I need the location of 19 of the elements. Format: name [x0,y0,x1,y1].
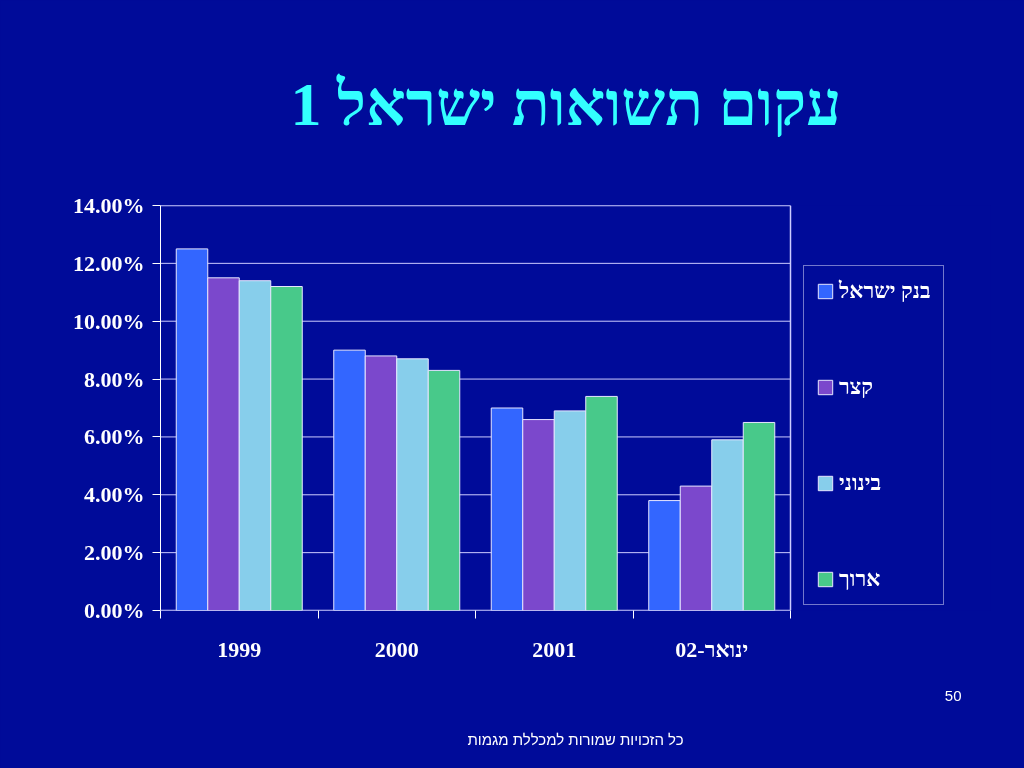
y-tick-label: 10.00% [73,308,145,334]
x-tick-label: ינואר-02 [675,636,749,662]
x-tick-label: 2001 [532,636,577,662]
y-tick-label: 0.00% [84,598,145,623]
legend-label: קצר [839,374,874,400]
y-tick-label: 6.00% [84,424,145,450]
y-tick-label: 8.00% [84,366,145,392]
y-tick-label: 2.00% [84,540,145,566]
legend-label: בנק ישראל [839,278,931,304]
x-tick-label: 1999 [217,636,262,662]
legend-label: בינוני [839,470,882,496]
text: כל הזכויות שמורות למכללת מגמות [467,730,684,748]
y-tick-label: 12.00% [73,250,145,276]
y-tick-label: 4.00% [84,482,145,508]
text: 50 [944,686,962,704]
y-tick-label: 14.00% [73,193,145,218]
chart-title: עקום תשואות ישראל 1 [290,70,842,138]
x-tick-label: 2000 [374,636,419,662]
legend-label: ארוך [839,566,881,592]
